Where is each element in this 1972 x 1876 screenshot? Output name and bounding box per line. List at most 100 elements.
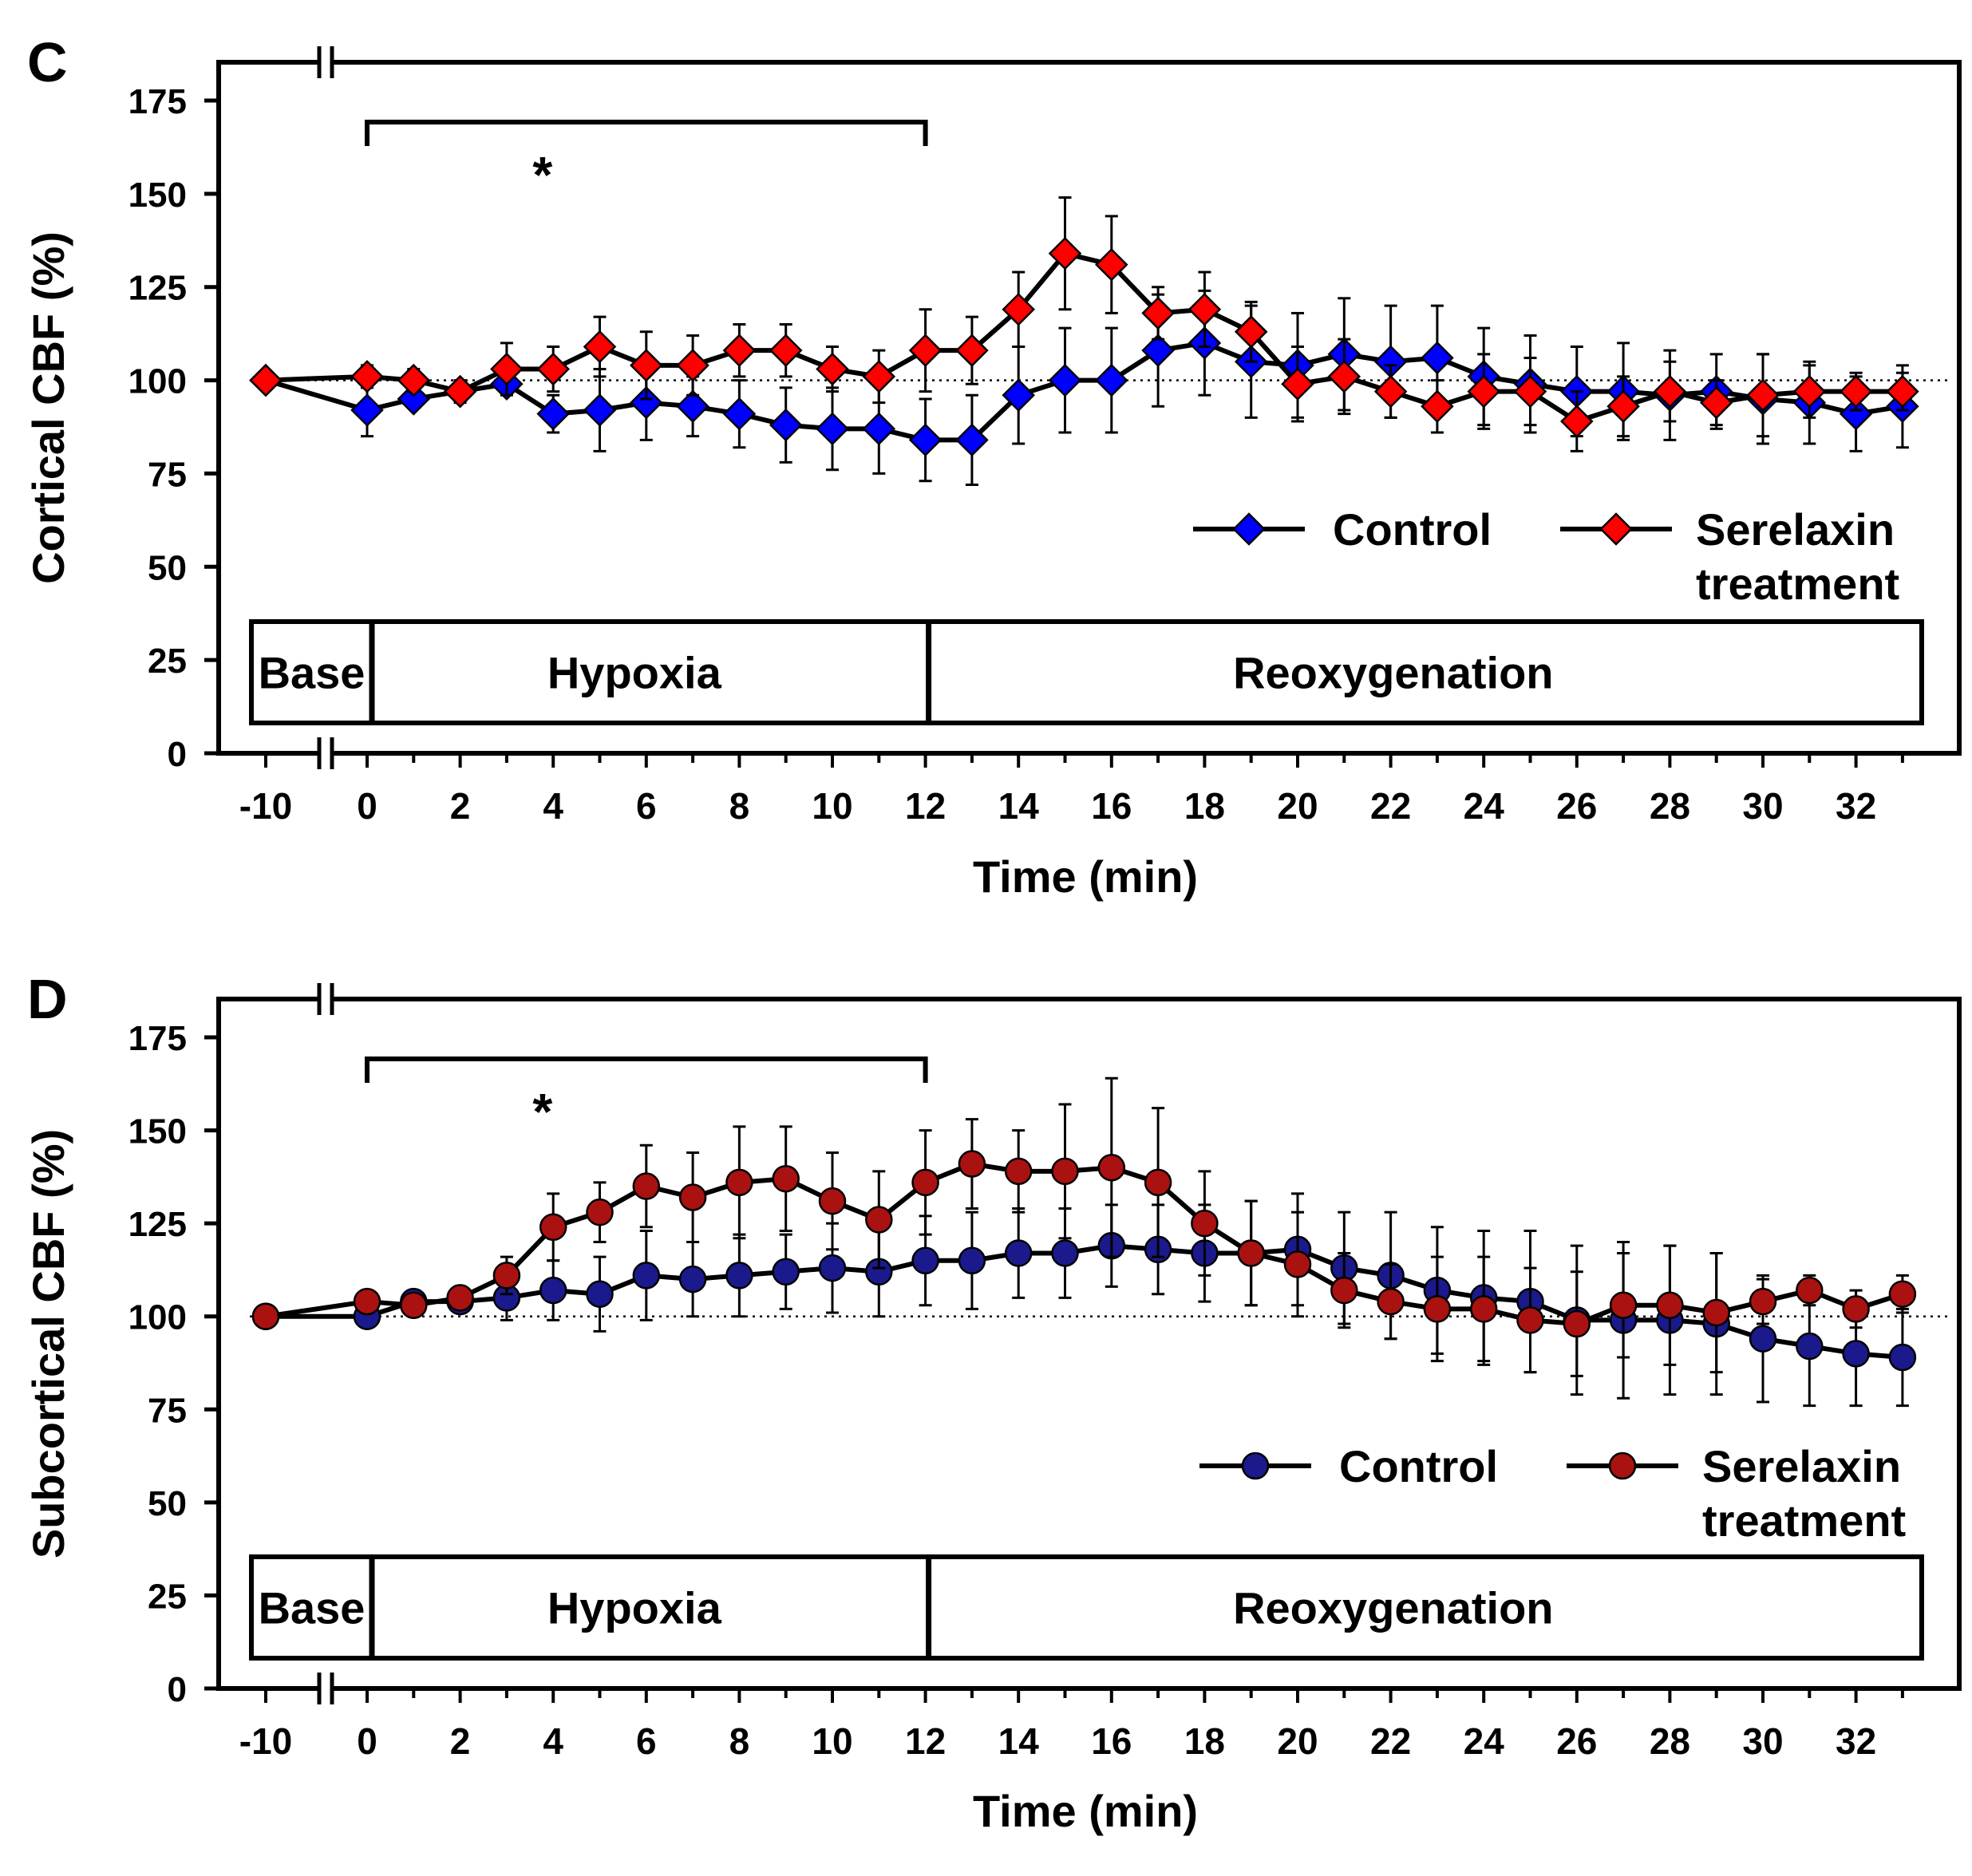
data-point	[1656, 1291, 1684, 1319]
data-point	[769, 408, 803, 442]
data-point	[1467, 374, 1500, 409]
data-point	[1188, 292, 1222, 326]
y-tick-label: 50	[148, 548, 187, 587]
data-point	[911, 1168, 939, 1197]
legend-marker	[1232, 512, 1266, 546]
x-tick-label: 24	[1464, 785, 1505, 827]
x-tick-label: 22	[1370, 1720, 1411, 1762]
data-point	[1421, 341, 1454, 375]
data-point	[1606, 389, 1640, 424]
data-point	[397, 363, 431, 397]
x-tick-label: 12	[905, 1720, 946, 1762]
data-point	[1888, 1343, 1917, 1372]
data-point	[350, 360, 384, 393]
data-point	[725, 1262, 753, 1290]
legend-label: Serelaxin treatment	[1696, 504, 1899, 609]
data-point	[1423, 1295, 1452, 1323]
data-point	[586, 1280, 614, 1308]
data-point	[769, 334, 803, 367]
data-point	[725, 1168, 753, 1197]
data-point	[1327, 360, 1361, 393]
y-tick-label: 25	[148, 642, 187, 681]
data-point	[251, 1302, 280, 1330]
x-tick-label: 10	[812, 785, 852, 827]
data-point	[353, 1287, 381, 1316]
data-point	[1097, 1153, 1126, 1182]
legend-marker	[1608, 1451, 1637, 1480]
legend-marker	[1241, 1451, 1270, 1480]
data-point	[1095, 247, 1128, 282]
y-tick-label: 75	[148, 455, 187, 494]
data-point	[1234, 315, 1268, 349]
y-tick-label: 75	[148, 1391, 187, 1430]
axis-break-gap	[319, 983, 332, 1015]
data-point	[630, 385, 663, 420]
legend-item-serelaxin-treatment: Serelaxin treatment	[1560, 504, 1899, 609]
significance-bracket	[365, 120, 928, 146]
data-point	[400, 1291, 428, 1319]
data-point	[772, 1258, 800, 1286]
data-point	[908, 334, 943, 367]
phase-label-reoxygenation: Reoxygenation	[1233, 1583, 1553, 1633]
x-tick-label: 22	[1370, 785, 1411, 827]
data-point	[1560, 405, 1594, 438]
x-tick-label: 18	[1184, 785, 1225, 827]
data-point	[446, 1284, 474, 1312]
data-point	[676, 349, 709, 382]
x-tick-label: 10	[812, 1720, 852, 1762]
data-point	[1002, 378, 1035, 413]
x-axis-title: Time (min)	[973, 851, 1198, 902]
legend-label: Control	[1333, 504, 1492, 555]
y-tick-label: 0	[168, 1670, 187, 1709]
data-point	[1051, 1157, 1079, 1186]
x-axis-title: Time (min)	[973, 1786, 1198, 1836]
phase-label-base: Base	[259, 1583, 366, 1633]
data-point	[816, 412, 849, 446]
data-point	[1048, 363, 1082, 397]
axis-break-gap	[319, 737, 332, 769]
y-tick-label: 175	[128, 1019, 187, 1058]
data-point	[1842, 1340, 1870, 1368]
axis-break-gap	[319, 1673, 332, 1704]
data-point	[632, 1262, 661, 1290]
x-tick-label: 16	[1091, 1720, 1132, 1762]
data-point	[1141, 334, 1175, 367]
data-point	[1796, 1276, 1824, 1305]
y-tick-label: 175	[128, 82, 187, 121]
x-tick-label: 6	[636, 785, 657, 827]
data-point	[1004, 1239, 1033, 1267]
x-tick-label: 30	[1742, 1720, 1783, 1762]
x-tick-label: 28	[1650, 785, 1690, 827]
data-point	[958, 1150, 986, 1178]
x-tick-label: 32	[1836, 785, 1876, 827]
y-tick-label: 100	[128, 362, 187, 401]
series-serelaxin-treatment	[251, 1076, 1917, 1377]
significance-bracket	[365, 1056, 928, 1083]
phase-label-base: Base	[259, 648, 366, 698]
x-tick-label: 4	[543, 1720, 563, 1762]
data-point	[1048, 236, 1082, 271]
data-point	[1886, 374, 1919, 409]
data-point	[1563, 1309, 1591, 1338]
data-point	[1191, 1209, 1219, 1238]
data-point	[1469, 1295, 1498, 1323]
data-point	[958, 1246, 986, 1275]
data-point	[862, 412, 896, 446]
data-point	[586, 1198, 614, 1226]
x-tick-label: 26	[1556, 1720, 1597, 1762]
x-tick-label: 0	[357, 1720, 377, 1762]
legend-item-control: Control	[1193, 504, 1492, 555]
data-point	[1839, 374, 1873, 409]
x-tick-label: 30	[1742, 785, 1783, 827]
y-tick-label: 150	[128, 1112, 187, 1151]
data-point	[1888, 1280, 1917, 1308]
y-tick-label: 100	[128, 1298, 187, 1337]
data-point	[818, 1254, 847, 1282]
phase-label-reoxygenation: Reoxygenation	[1233, 648, 1553, 698]
legend-item-serelaxin-treatment: Serelaxin treatment	[1567, 1441, 1906, 1546]
data-point	[722, 334, 757, 367]
data-point	[1746, 378, 1780, 413]
data-point	[1796, 1332, 1824, 1361]
data-point	[1749, 1325, 1777, 1353]
